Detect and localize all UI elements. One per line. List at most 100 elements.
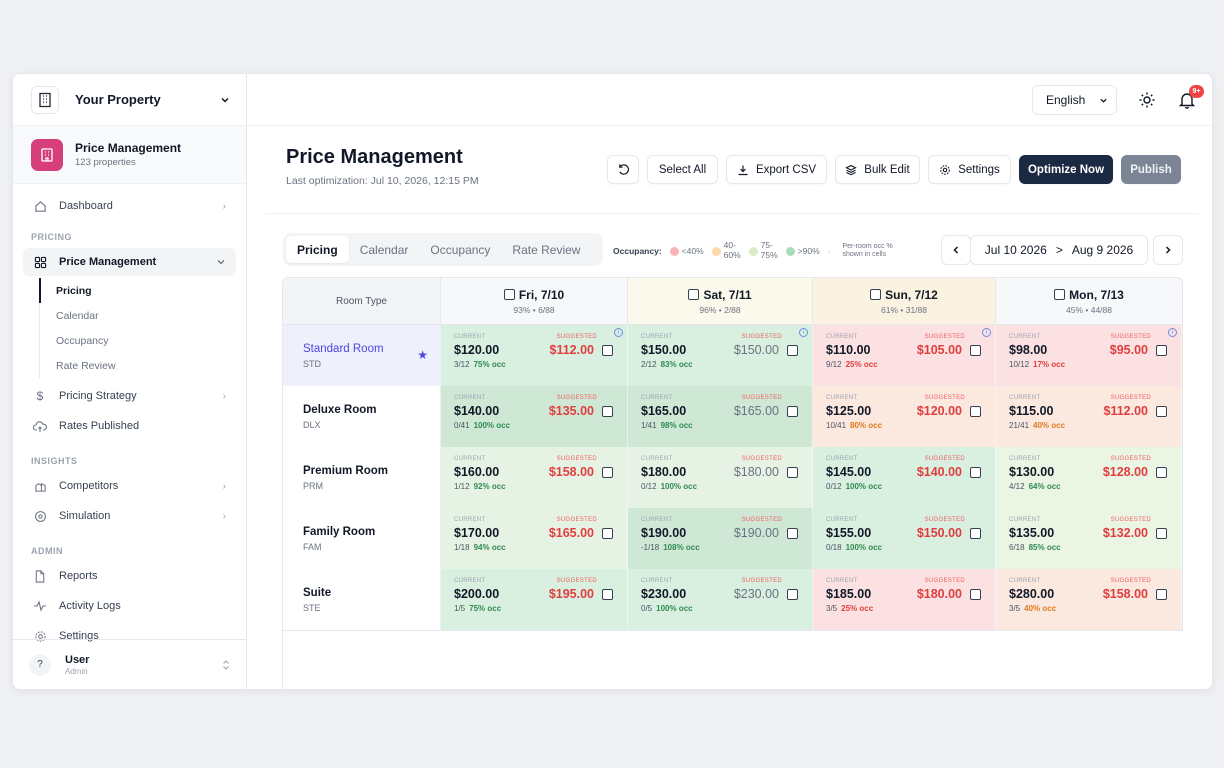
units-available: 0/12 — [826, 482, 842, 491]
price-cell[interactable]: CURRENT SUGGESTED $165.00 $165.00 1/41 98% oc… — [628, 386, 813, 447]
room-code: FAM — [303, 541, 322, 552]
sidebar-item-dashboard[interactable]: Dashboard › — [23, 192, 236, 220]
language-select[interactable]: English — [1032, 85, 1117, 115]
refresh-button[interactable] — [607, 155, 639, 184]
cell-select-checkbox[interactable] — [970, 527, 981, 539]
room-type-cell[interactable]: Suite STE — [283, 569, 441, 630]
price-cell[interactable]: CURRENT SUGGESTED $180.00 $180.00 0/12 100% o… — [628, 447, 813, 508]
sidebar-item-reports[interactable]: Reports — [23, 562, 236, 590]
sidebar-item-label: Dashboard — [59, 200, 113, 212]
room-type-cell[interactable]: Deluxe Room DLX — [283, 386, 441, 447]
cell-select-checkbox[interactable] — [602, 588, 613, 600]
sidebar-item-activity-logs[interactable]: Activity Logs — [23, 592, 236, 620]
day-select-checkbox[interactable] — [1054, 289, 1066, 300]
cell-select-checkbox[interactable] — [970, 405, 981, 417]
price-cell[interactable]: i CURRENT SUGGESTED $98.00 $95.00 10/12 17% oc… — [996, 325, 1182, 386]
room-type-cell[interactable]: Standard Room STD ★ — [283, 325, 441, 386]
cell-select-checkbox[interactable] — [1156, 344, 1167, 356]
cell-select-checkbox[interactable] — [602, 405, 613, 417]
cell-select-checkbox[interactable] — [787, 466, 798, 478]
price-cell[interactable]: CURRENT SUGGESTED $160.00 $158.00 1/12 92% oc… — [441, 447, 628, 508]
price-cell[interactable]: CURRENT SUGGESTED $230.00 $230.00 0/5 100% oc… — [628, 569, 813, 630]
property-selector[interactable]: Your Property — [13, 74, 246, 126]
layers-icon — [845, 164, 858, 175]
bulk-edit-button[interactable]: Bulk Edit — [835, 155, 920, 184]
subnav-item-occupancy[interactable]: Occupancy — [56, 334, 109, 347]
cell-select-checkbox[interactable] — [970, 466, 981, 478]
cell-select-checkbox[interactable] — [970, 344, 981, 356]
suggested-label: SUGGESTED — [741, 395, 782, 401]
price-cell[interactable]: CURRENT SUGGESTED $155.00 $150.00 0/18 100% o… — [813, 508, 996, 569]
suggested-label: SUGGESTED — [1110, 334, 1151, 340]
next-range-button[interactable] — [1153, 235, 1183, 265]
user-menu[interactable]: ? User Admin — [13, 639, 246, 689]
price-cell[interactable]: i CURRENT SUGGESTED $110.00 $105.00 9/12 25% o… — [813, 325, 996, 386]
download-icon — [738, 165, 748, 175]
occupancy-percent: 40% occ — [1033, 421, 1066, 430]
cell-select-checkbox[interactable] — [1156, 588, 1167, 600]
sidebar-item-simulation[interactable]: Simulation › — [23, 502, 236, 530]
cell-select-checkbox[interactable] — [602, 466, 613, 478]
room-type-cell[interactable]: Premium Room PRM — [283, 447, 441, 508]
price-cell[interactable]: CURRENT SUGGESTED $140.00 $135.00 0/41 100% o… — [441, 386, 628, 447]
current-price: $145.00 — [826, 465, 872, 479]
units-available: 0/12 — [641, 482, 657, 491]
room-type-cell[interactable]: Family Room FAM — [283, 508, 441, 569]
cell-select-checkbox[interactable] — [602, 344, 613, 356]
optimize-now-button[interactable]: Optimize Now — [1019, 155, 1113, 184]
price-cell[interactable]: CURRENT SUGGESTED $170.00 $165.00 1/18 94% oc… — [441, 508, 628, 569]
legend-swatch-full — [785, 246, 795, 256]
select-all-button[interactable]: Select All — [647, 155, 718, 184]
subnav-item-pricing[interactable]: Pricing — [39, 278, 236, 303]
cell-select-checkbox[interactable] — [787, 527, 798, 539]
day-select-checkbox[interactable] — [870, 289, 882, 300]
sidebar-item-pricing-strategy[interactable]: $ Pricing Strategy › — [23, 382, 236, 410]
date-range[interactable]: Jul 10 2026 > Aug 9 2026 — [970, 235, 1148, 265]
info-icon[interactable]: i — [614, 328, 623, 337]
price-cell[interactable]: i CURRENT SUGGESTED $150.00 $150.00 2/12 83% o… — [628, 325, 813, 386]
price-cell[interactable]: CURRENT SUGGESTED $130.00 $128.00 4/12 64% oc… — [996, 447, 1182, 508]
cell-select-checkbox[interactable] — [1156, 466, 1167, 478]
tab-rate-review[interactable]: Rate Review — [512, 242, 581, 257]
settings-button[interactable]: Settings — [928, 155, 1011, 184]
price-cell[interactable]: CURRENT SUGGESTED $125.00 $120.00 10/41 80% o… — [813, 386, 996, 447]
day-select-checkbox[interactable] — [688, 289, 700, 300]
units-available: 0/18 — [826, 543, 842, 552]
cell-select-checkbox[interactable] — [970, 588, 981, 600]
subnav-item-calendar[interactable]: Calendar — [56, 309, 99, 322]
publish-button[interactable]: Publish — [1121, 155, 1181, 184]
sidebar-item-competitors[interactable]: Competitors › — [23, 472, 236, 500]
current-price: $130.00 — [1009, 465, 1055, 479]
tab-occupancy[interactable]: Occupancy — [430, 242, 491, 257]
price-cell[interactable]: CURRENT SUGGESTED $145.00 $140.00 0/12 100% o… — [813, 447, 996, 508]
info-icon[interactable]: i — [982, 328, 991, 337]
price-cell[interactable]: CURRENT SUGGESTED $280.00 $158.00 3/5 40% occ — [996, 569, 1182, 630]
room-name: Deluxe Room — [303, 403, 377, 416]
export-csv-button[interactable]: Export CSV — [726, 155, 827, 184]
cell-select-checkbox[interactable] — [787, 344, 798, 356]
price-cell[interactable]: CURRENT SUGGESTED $185.00 $180.00 3/5 25% occ — [813, 569, 996, 630]
cell-select-checkbox[interactable] — [1156, 405, 1167, 417]
info-icon[interactable]: i — [1168, 328, 1177, 337]
price-cell[interactable]: i CURRENT SUGGESTED $120.00 $112.00 3/12 75% o… — [441, 325, 628, 386]
sidebar-item-price-management[interactable]: Price Management — [23, 248, 236, 276]
price-cell[interactable]: CURRENT SUGGESTED $135.00 $132.00 6/18 85% oc… — [996, 508, 1182, 569]
price-cell[interactable]: CURRENT SUGGESTED $115.00 $112.00 21/41 40% o… — [996, 386, 1182, 447]
cell-select-checkbox[interactable] — [787, 405, 798, 417]
day-select-checkbox[interactable] — [503, 289, 515, 300]
cell-select-checkbox[interactable] — [602, 527, 613, 539]
occupancy-percent: 25% occ — [845, 360, 878, 369]
cell-select-checkbox[interactable] — [787, 588, 798, 600]
theme-toggle-sun-icon[interactable] — [1138, 91, 1156, 109]
price-cell[interactable]: CURRENT SUGGESTED $190.00 $190.00 -1/18 108% … — [628, 508, 813, 569]
info-icon[interactable]: i — [799, 328, 808, 337]
subnav-item-rate-review[interactable]: Rate Review — [56, 359, 116, 372]
sidebar-item-rates-published[interactable]: Rates Published — [23, 412, 236, 440]
prev-range-button[interactable] — [941, 235, 971, 265]
cell-select-checkbox[interactable] — [1156, 527, 1167, 539]
day-summary: 96% • 2/88 — [699, 304, 741, 315]
price-cell[interactable]: CURRENT SUGGESTED $200.00 $195.00 1/5 75% occ — [441, 569, 628, 630]
star-icon[interactable]: ★ — [417, 348, 428, 362]
tab-pricing[interactable]: Pricing — [286, 236, 349, 263]
tab-calendar[interactable]: Calendar — [359, 242, 409, 257]
